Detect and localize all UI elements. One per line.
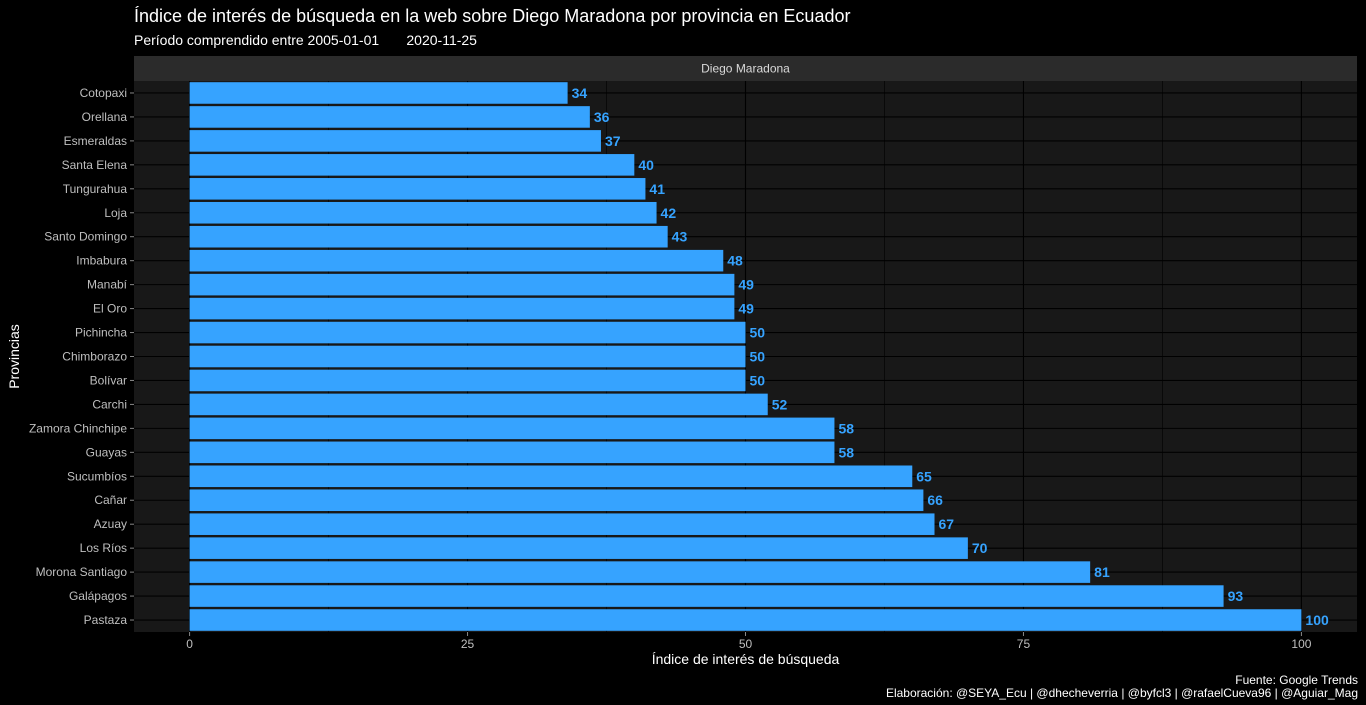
- data-label: 50: [750, 325, 766, 341]
- facet-label: Diego Maradona: [701, 62, 790, 76]
- bars: [189, 82, 1302, 631]
- chart-title: Índice de interés de búsqueda en la web …: [134, 6, 851, 26]
- y-tick-label: Pastaza: [84, 613, 128, 627]
- bar: [189, 465, 913, 488]
- bar: [189, 441, 835, 464]
- data-label: 81: [1094, 564, 1110, 580]
- y-tick-label: Los Ríos: [80, 541, 127, 555]
- data-label: 41: [649, 181, 665, 197]
- y-tick-label: Cotopaxi: [80, 86, 127, 100]
- x-tick-label: 100: [1291, 637, 1311, 651]
- x-tick-label: 25: [461, 637, 475, 651]
- y-tick-label: Sucumbíos: [67, 469, 127, 483]
- x-tick-label: 0: [186, 637, 193, 651]
- bar: [189, 489, 924, 512]
- bar: [189, 393, 768, 416]
- y-tick-label: Guayas: [86, 445, 127, 459]
- bar: [189, 154, 635, 176]
- data-label: 42: [661, 205, 677, 221]
- data-label: 49: [738, 277, 754, 293]
- y-tick-label: Bolívar: [90, 373, 127, 387]
- data-labels: 34 36 37 40 41 42 43 48 49 49 50 50 50 52 58 58 65 66 67 70…: [572, 85, 1329, 628]
- data-label: 50: [750, 349, 766, 365]
- facet-strip: [134, 56, 1357, 81]
- x-tick-label: 75: [1017, 637, 1031, 651]
- x-axis-title: Índice de interés de búsqueda: [652, 651, 840, 667]
- y-tick-label: Galápagos: [69, 589, 127, 603]
- y-tick-label: Cañar: [94, 493, 127, 507]
- bar: [189, 130, 601, 152]
- y-tick-label: Loja: [104, 206, 127, 220]
- data-label: 48: [727, 253, 743, 269]
- bar: [189, 201, 657, 224]
- x-tick-label: 50: [739, 637, 753, 651]
- data-label: 50: [750, 372, 766, 388]
- bar: [189, 321, 746, 344]
- bar: [189, 369, 746, 392]
- bar: [189, 273, 735, 296]
- x-tick-labels: 0 25 50 75 100: [186, 632, 1312, 651]
- chart-subtitle: Período comprendido entre 2005-01-01 202…: [134, 32, 477, 48]
- bar: [189, 609, 1302, 631]
- y-tick-label: Chimborazo: [62, 350, 127, 364]
- y-tick-labels: Cotopaxi Orellana Esmeraldas Santa Elena Tun…: [29, 86, 134, 627]
- bar: [189, 417, 835, 440]
- data-label: 58: [838, 444, 854, 460]
- data-label: 36: [594, 109, 610, 125]
- bar: [189, 297, 735, 320]
- y-tick-label: Santa Elena: [62, 158, 128, 172]
- data-label: 37: [605, 133, 621, 149]
- y-axis-title: Provincias: [6, 324, 22, 389]
- data-label: 93: [1228, 588, 1244, 604]
- y-tick-label: Morona Santiago: [36, 565, 128, 579]
- bar: [189, 537, 968, 559]
- y-tick-label: Carchi: [92, 397, 127, 411]
- data-label: 49: [738, 301, 754, 317]
- data-label: 40: [638, 157, 654, 173]
- bar: [189, 225, 668, 248]
- data-label: 66: [927, 492, 943, 508]
- y-tick-label: Tungurahua: [63, 182, 128, 196]
- bar: [189, 585, 1224, 607]
- bar: [189, 249, 724, 272]
- y-tick-label: Orellana: [82, 110, 128, 124]
- data-label: 65: [916, 468, 932, 484]
- data-label: 34: [572, 85, 588, 101]
- data-label: 70: [972, 540, 988, 556]
- y-tick-label: El Oro: [93, 302, 127, 316]
- y-tick-label: Imbabura: [76, 254, 127, 268]
- data-label: 100: [1305, 612, 1329, 628]
- bar: [189, 513, 935, 535]
- data-label: 58: [838, 420, 854, 436]
- y-tick-label: Santo Domingo: [44, 230, 127, 244]
- y-tick-label: Manabí: [87, 278, 128, 292]
- y-tick-label: Esmeraldas: [64, 134, 127, 148]
- caption-credits: Elaboración: @SEYA_Ecu | @dhecheverria |…: [885, 686, 1358, 700]
- data-label: 67: [939, 516, 955, 532]
- y-tick-label: Azuay: [94, 517, 127, 531]
- bar: [189, 106, 590, 128]
- bar: [189, 178, 646, 200]
- bar: [189, 82, 568, 104]
- bar: [189, 345, 746, 368]
- bar: [189, 561, 1091, 583]
- y-tick-label: Zamora Chinchipe: [29, 421, 127, 435]
- y-tick-label: Pichincha: [75, 326, 127, 340]
- data-label: 43: [672, 229, 688, 245]
- caption-source: Fuente: Google Trends: [1235, 673, 1358, 687]
- data-label: 52: [772, 396, 788, 412]
